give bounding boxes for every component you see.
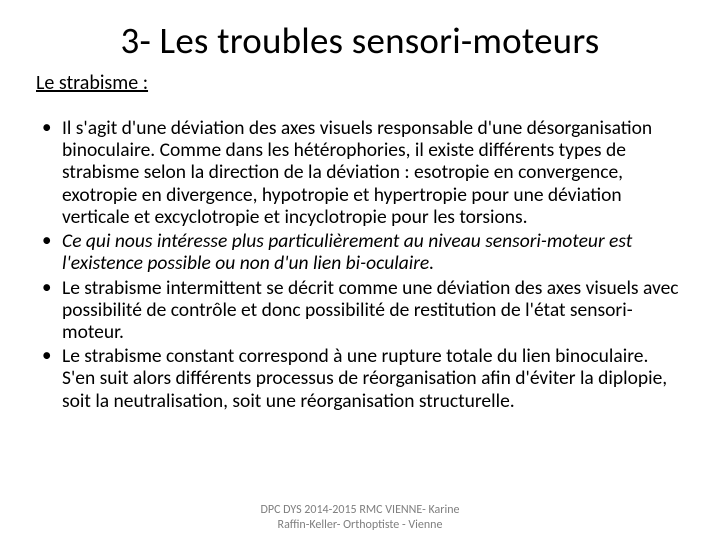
bullet-text: Il s'agit d'une déviation des axes visue… <box>62 116 652 229</box>
bullet-item: Le strabisme constant correspond à une r… <box>36 345 684 412</box>
bullet-item: Le strabisme intermittent se décrit comm… <box>36 277 684 344</box>
footer-line: DPC DYS 2014-2015 RMC VIENNE- Karine <box>0 503 720 517</box>
bullet-text: Ce qui nous intéresse plus particulièrem… <box>62 229 632 275</box>
slide-title: 3- Les troubles sensori-moteurs <box>34 18 686 63</box>
bullet-item: Ce qui nous intéresse plus particulièrem… <box>36 230 684 274</box>
slide-footer: DPC DYS 2014-2015 RMC VIENNE- Karine Raf… <box>0 503 720 532</box>
bullet-text: Le strabisme constant correspond à une r… <box>62 344 667 412</box>
footer-line: Raffin-Keller- Orthoptiste - Vienne <box>0 518 720 532</box>
slide-subtitle: Le strabisme : <box>36 71 686 95</box>
bullet-list: Il s'agit d'une déviation des axes visue… <box>34 117 686 412</box>
bullet-text: Le strabisme intermittent se décrit comm… <box>62 276 679 344</box>
slide: 3- Les troubles sensori-moteurs Le strab… <box>0 0 720 540</box>
bullet-item: Il s'agit d'une déviation des axes visue… <box>36 117 684 228</box>
